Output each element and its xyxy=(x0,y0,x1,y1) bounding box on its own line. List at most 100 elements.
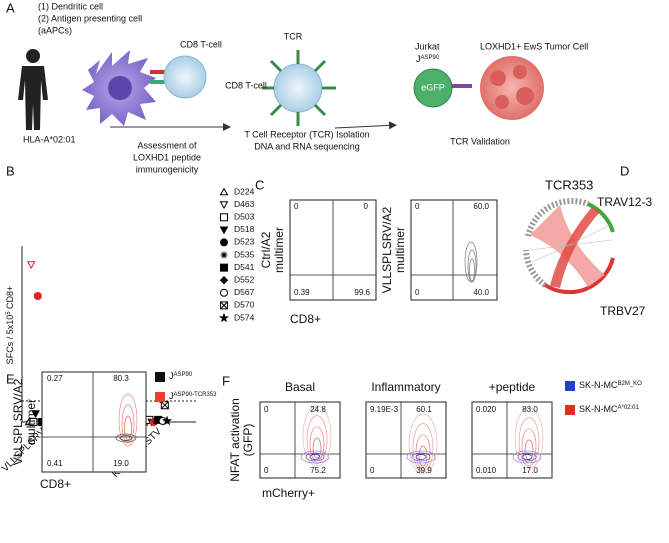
legend-label: D523 xyxy=(234,237,255,247)
quadrant-value: 60.0 xyxy=(473,202,489,211)
panel-label: C xyxy=(255,177,264,192)
legend-label: D535 xyxy=(234,249,255,259)
legend-swatch xyxy=(155,392,165,402)
quadrant-value: 0 xyxy=(370,466,375,475)
flow-plot xyxy=(41,371,147,473)
hla-label: HLA-A*02:01 xyxy=(23,134,76,144)
quadrant-value: 0.020 xyxy=(476,405,497,414)
legend-marker xyxy=(218,312,230,323)
y-axis-label: VLLSPLSRV/A2 xyxy=(11,378,25,465)
chord-label: TRAV12-3 xyxy=(597,195,652,209)
quadrant-value: 40.0 xyxy=(473,288,489,297)
contour xyxy=(412,423,434,472)
legend-label: SK-N-MCA*02:01 xyxy=(579,404,640,414)
mhc xyxy=(150,70,166,74)
panel-label: D xyxy=(620,163,629,178)
y-label: SFCs / 5x10 xyxy=(5,315,15,365)
quadrant-value: 0 xyxy=(364,202,369,211)
legend-label: D503 xyxy=(234,211,255,221)
y-axis-label: VLLSPLSRV/A2 xyxy=(380,206,394,293)
contour xyxy=(408,413,438,475)
legend-swatch xyxy=(155,372,165,382)
contour xyxy=(306,415,328,464)
quadrant-value: 0 xyxy=(415,288,420,297)
mhc xyxy=(150,80,166,84)
legend-main: SK-N-MC xyxy=(579,404,618,414)
legend-marker xyxy=(219,226,229,235)
jurkat-label: Jurkat xyxy=(415,41,440,51)
contour xyxy=(415,454,427,460)
point xyxy=(31,410,40,419)
contour xyxy=(512,450,542,464)
plot-title: +peptide xyxy=(489,380,536,394)
quadrant-value: 9.19E-3 xyxy=(370,405,399,414)
legend-main: J xyxy=(169,371,174,381)
point xyxy=(161,415,173,426)
x-axis-label: CD8+ xyxy=(290,312,321,326)
quadrant-value: 80.3 xyxy=(113,374,129,383)
contour xyxy=(464,241,478,283)
apc-cell xyxy=(82,50,156,126)
tumor-cell xyxy=(480,56,544,120)
contour xyxy=(514,407,544,469)
legend-label: D518 xyxy=(234,224,255,234)
quadrant-value: 19.0 xyxy=(113,459,129,468)
quadrant-value: 0 xyxy=(294,202,299,211)
t-cell xyxy=(163,55,207,99)
y-axis-label: NFAT activation xyxy=(228,398,242,482)
apc-text: (aAPCs) xyxy=(38,25,72,35)
tumor-label: LOXHD1+ EwS Tumor Cell xyxy=(480,41,588,51)
contour xyxy=(524,439,534,461)
contour xyxy=(517,452,537,462)
contour xyxy=(406,450,436,464)
quadrant-value: 0.39 xyxy=(294,288,310,297)
legend-sup: ASP90 xyxy=(174,372,193,378)
quadrant-value: 75.2 xyxy=(310,466,326,475)
contour xyxy=(305,452,325,462)
y-label-sup: 5 xyxy=(6,311,12,315)
panel-label: A xyxy=(6,0,15,15)
legend: SK-N-MC B2M_KO SK-N-MCA*02:01 xyxy=(565,380,642,415)
quadrant-value: 0 xyxy=(415,202,420,211)
y-axis-label: (GFP) xyxy=(241,424,255,457)
quadrant-value: 0.010 xyxy=(476,466,497,475)
panel-label: B xyxy=(6,163,15,178)
legend-swatch xyxy=(565,405,575,415)
panel-label: E xyxy=(6,371,15,386)
chord-label: TRBV27 xyxy=(600,304,646,318)
legend-marker xyxy=(219,201,229,210)
legend-sup: B2M_KO xyxy=(618,381,643,387)
step-text: DNA and RNA sequencing xyxy=(254,141,360,151)
legend-label: JASP90-TCR353 xyxy=(169,391,217,401)
quadrant-value: 0 xyxy=(264,405,269,414)
flow-plot xyxy=(259,401,341,479)
point xyxy=(26,261,36,270)
step-text: immunogenicity xyxy=(136,164,199,174)
legend-label: JASP90 xyxy=(169,371,193,381)
y-axis-label: SFCs / 5x105 CD8+ xyxy=(5,286,15,365)
quadrant-value: 60.1 xyxy=(416,405,432,414)
point xyxy=(33,292,42,300)
legend-marker xyxy=(219,187,229,196)
flow-plot xyxy=(410,199,498,301)
quadrant-value: 83.0 xyxy=(522,405,538,414)
legend-label: D541 xyxy=(234,262,255,272)
contour xyxy=(302,405,332,467)
human-icon xyxy=(18,49,48,130)
legend-main: J xyxy=(169,391,174,401)
quadrant-value: 17.0 xyxy=(522,466,538,475)
quadrant-value: 24.8 xyxy=(310,405,326,414)
legend-marker xyxy=(220,301,228,310)
y-axis-label: multimer xyxy=(393,227,407,273)
legend-marker xyxy=(220,251,228,259)
tcr-cell xyxy=(262,50,336,126)
contour xyxy=(415,434,431,470)
cell-label: CD8 T-cell xyxy=(225,80,267,90)
apc-text: (2) Antigen presenting cell xyxy=(38,13,142,23)
legend-marker xyxy=(220,213,228,222)
legend-label: D463 xyxy=(234,199,255,209)
quadrant-value: 99.6 xyxy=(354,288,370,297)
tcr-label: TCR xyxy=(284,31,303,41)
